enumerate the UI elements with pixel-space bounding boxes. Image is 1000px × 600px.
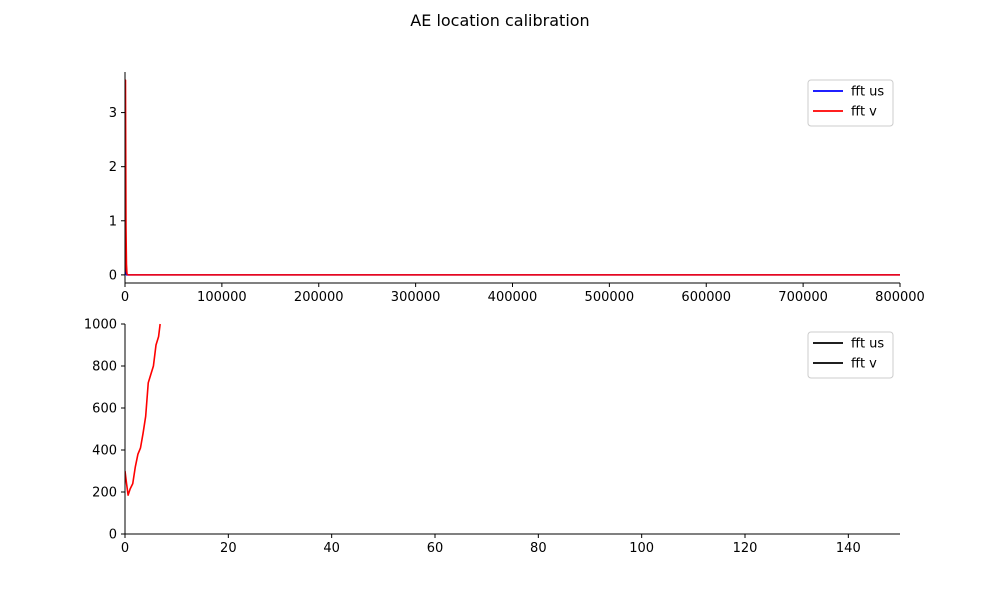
y-tick-label: 600 bbox=[92, 402, 117, 417]
panel-top: 0 100000 200000 300000 400000 500000 600000 700… bbox=[109, 72, 925, 305]
series-line-fft-v bbox=[125, 79, 900, 276]
x-tick-label: 120 bbox=[733, 541, 758, 556]
y-tick-label: 1 bbox=[109, 214, 117, 229]
y-tick-label: 800 bbox=[92, 360, 117, 375]
x-tick-label: 20 bbox=[220, 541, 237, 556]
y-tick-label: 1000 bbox=[84, 318, 117, 333]
x-tick-label: 0 bbox=[121, 290, 129, 305]
series-line-0 bbox=[125, 323, 161, 496]
x-tick-label: 140 bbox=[836, 541, 861, 556]
y-tick-label: 200 bbox=[92, 486, 117, 501]
legend: fft us fft v bbox=[807, 331, 894, 379]
x-tick-label: 60 bbox=[427, 541, 444, 556]
x-tick-label: 0 bbox=[121, 541, 129, 556]
x-tick-label: 500000 bbox=[585, 290, 635, 305]
y-tick-label: 2 bbox=[109, 160, 117, 175]
x-tick-label: 80 bbox=[530, 541, 547, 556]
x-tick-label: 800000 bbox=[875, 290, 925, 305]
series-line-fft-us bbox=[125, 257, 900, 276]
x-tick-label: 700000 bbox=[778, 290, 828, 305]
x-tick-label: 300000 bbox=[391, 290, 441, 305]
legend-entry-label: fft v bbox=[851, 105, 877, 120]
x-tick-label: 40 bbox=[323, 541, 340, 556]
series-group bbox=[125, 79, 900, 276]
x-tick-label: 100000 bbox=[197, 290, 247, 305]
legend-entry-label: fft us bbox=[851, 337, 884, 352]
y-tick-label: 400 bbox=[92, 444, 117, 459]
figure-title: AE location calibration bbox=[410, 11, 589, 30]
x-tick-label: 100 bbox=[629, 541, 654, 556]
panel-bottom: 0 20 40 60 80 100 120 140 0 200 400 600 800 1000 fft u… bbox=[84, 318, 900, 556]
y-tick-label: 0 bbox=[109, 528, 117, 543]
y-tick-label: 0 bbox=[109, 268, 117, 283]
x-tick-label: 400000 bbox=[488, 290, 538, 305]
series-group bbox=[125, 323, 161, 496]
legend-entry-label: fft us bbox=[851, 85, 884, 100]
x-tick-label: 600000 bbox=[681, 290, 731, 305]
legend: fft us fft v bbox=[807, 79, 894, 127]
legend-entry-label: fft v bbox=[851, 357, 877, 372]
x-tick-label: 200000 bbox=[294, 290, 344, 305]
y-tick-label: 3 bbox=[109, 106, 117, 121]
